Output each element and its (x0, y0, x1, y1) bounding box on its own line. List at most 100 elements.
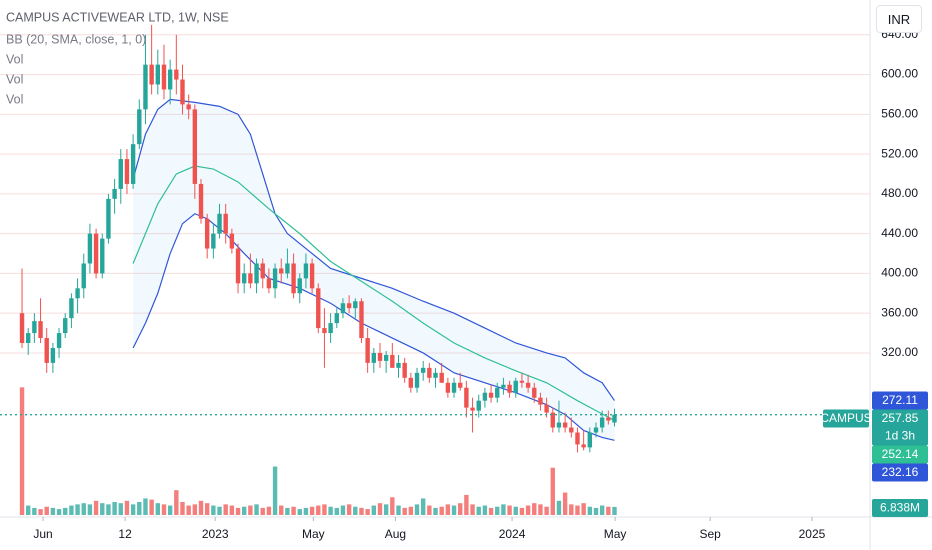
candle-body (106, 198, 111, 239)
volume-bar (587, 506, 593, 515)
candle-body (93, 233, 99, 274)
candle-body (365, 338, 370, 363)
volume-bar (118, 503, 123, 515)
volume-bar (229, 505, 235, 515)
candle-body (303, 263, 309, 279)
volume-bar (328, 506, 333, 515)
volume-bar (93, 500, 99, 515)
volume-bar (544, 506, 549, 515)
candle-body (235, 248, 241, 284)
volume-bar (254, 504, 259, 515)
candle-body (353, 301, 358, 309)
volume-bar (390, 497, 395, 515)
candle-body (427, 367, 432, 378)
volume-bar (458, 503, 463, 515)
candle-body (593, 427, 599, 433)
candle-body (186, 104, 191, 110)
volume-bar (470, 504, 475, 515)
volume-bar (371, 505, 377, 515)
volume-bar (81, 503, 86, 515)
volume-bar (112, 502, 117, 515)
price-badge-label: 272.11 (882, 393, 918, 407)
volume-bar (32, 507, 37, 515)
indicator-label: Vol (6, 72, 23, 86)
candle-body (56, 333, 62, 348)
volume-bar (87, 504, 93, 515)
volume-bar (56, 509, 62, 515)
volume-bar (488, 507, 494, 515)
volume-bar (149, 499, 154, 515)
volume-bar (569, 504, 574, 515)
candle-body (217, 213, 222, 234)
candle-body (334, 313, 339, 324)
volume-bar (69, 505, 74, 515)
candle-body (340, 303, 346, 314)
volume-bar (346, 504, 352, 515)
candle-body (38, 321, 43, 339)
volume-bar (562, 492, 568, 515)
volume-bar (161, 504, 167, 515)
volume-bar (377, 503, 383, 515)
x-tick-label: 2023 (202, 527, 229, 541)
volume-bar (433, 507, 438, 515)
candle-body (242, 273, 247, 284)
volume-bar (365, 509, 370, 515)
candle-body (137, 109, 142, 145)
volume-bar (297, 509, 302, 515)
volume-bar (439, 506, 444, 515)
volume-bar (581, 503, 586, 515)
volume-bar (550, 467, 555, 515)
candle-body (476, 400, 481, 411)
candle-body (346, 303, 352, 309)
volume-bar (217, 506, 222, 515)
candle-body (377, 352, 383, 361)
volume-bar (507, 505, 512, 515)
candle-body (501, 384, 506, 388)
candle-body (81, 263, 86, 289)
volume-bar (100, 503, 105, 515)
band-line (132, 98, 615, 401)
volume-bar (38, 509, 43, 515)
candle-body (285, 263, 290, 274)
volume-bar (272, 466, 278, 515)
candle-body (19, 313, 25, 344)
volume-bar (44, 506, 49, 515)
x-tick-label: 2025 (799, 527, 826, 541)
volume-bar (538, 504, 543, 515)
candle-body (532, 387, 537, 398)
chart-title: CAMPUS ACTIVEWEAR LTD, 1W, NSE (6, 10, 229, 24)
legend: CAMPUS ACTIVEWEAR LTD, 1W, NSE BB (20, S… (6, 10, 229, 106)
candle-body (587, 432, 593, 448)
x-tick-label: May (604, 527, 627, 541)
candle-body (507, 384, 512, 393)
y-tick-label: 400.00 (881, 266, 918, 280)
volume-bar (174, 490, 179, 515)
volume-bar (63, 507, 68, 515)
price-badge (872, 409, 928, 446)
volume-bar (291, 506, 296, 515)
candle-body (581, 444, 586, 448)
candle-body (167, 69, 173, 90)
price-badge (872, 391, 928, 410)
symbol-badge (823, 409, 869, 428)
candle-body (408, 377, 414, 388)
currency-button[interactable]: INR (876, 5, 922, 33)
candle-body (149, 64, 154, 85)
candle-body (328, 323, 333, 334)
volume-bar (260, 507, 265, 515)
volume-bar (482, 505, 488, 515)
candle-body (75, 288, 80, 299)
candle-body (538, 397, 543, 405)
volume-bar (451, 505, 457, 515)
price-badge-label: 252.14 (882, 447, 919, 461)
volume-bar (285, 507, 290, 515)
candle-body (488, 392, 494, 398)
candle-body (248, 273, 253, 284)
volume-bar (266, 506, 272, 515)
volume-bar (556, 500, 562, 515)
candle-body (198, 183, 204, 219)
candle-body (464, 387, 469, 408)
candle-body (32, 321, 37, 334)
candle-body (396, 362, 401, 368)
